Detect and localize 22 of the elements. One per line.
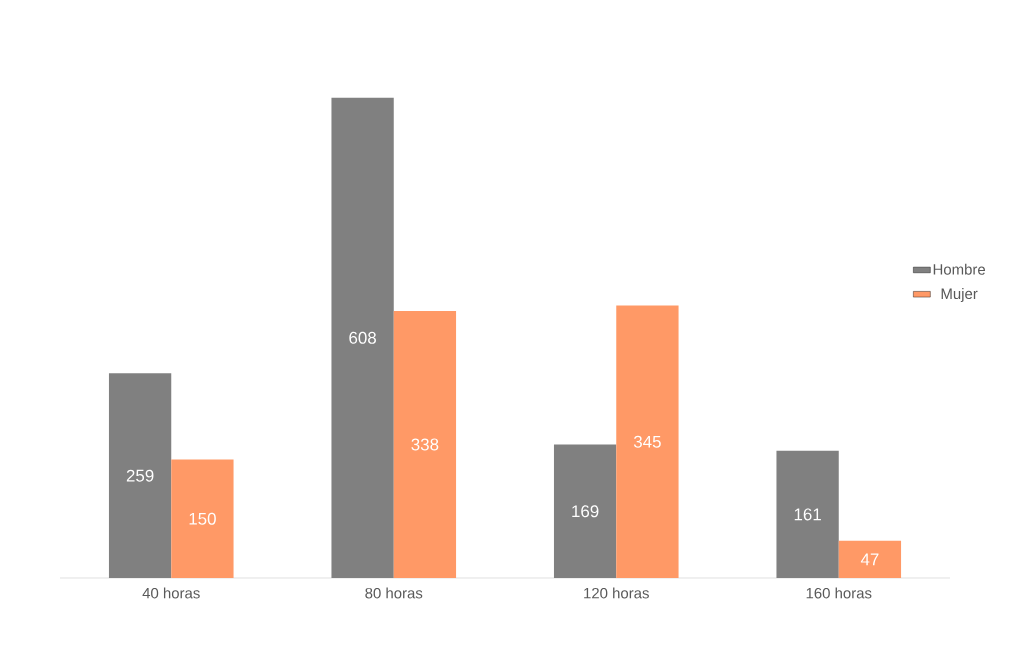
legend-label: Mujer <box>941 288 978 302</box>
bar <box>393 310 457 578</box>
data-label: 338 <box>411 438 439 451</box>
bar <box>838 540 902 578</box>
x-tick-label: 40 horas <box>142 587 200 599</box>
bar <box>171 459 234 578</box>
data-label: 259 <box>126 469 154 482</box>
x-tick-label: 160 horas <box>806 587 872 599</box>
data-label: 345 <box>633 435 661 448</box>
x-tick-label: 80 horas <box>365 587 423 599</box>
data-label: 150 <box>189 512 216 525</box>
bar <box>108 373 172 578</box>
data-label: 169 <box>572 505 599 518</box>
legend-label: Hombre <box>933 263 986 275</box>
bar <box>331 97 394 578</box>
data-label: 161 <box>794 508 821 521</box>
x-tick-label: 120 horas <box>584 587 649 599</box>
bar <box>776 450 839 578</box>
data-label: 47 <box>860 553 879 566</box>
bar <box>553 444 617 578</box>
bar <box>616 305 679 578</box>
data-label: 608 <box>349 331 376 344</box>
